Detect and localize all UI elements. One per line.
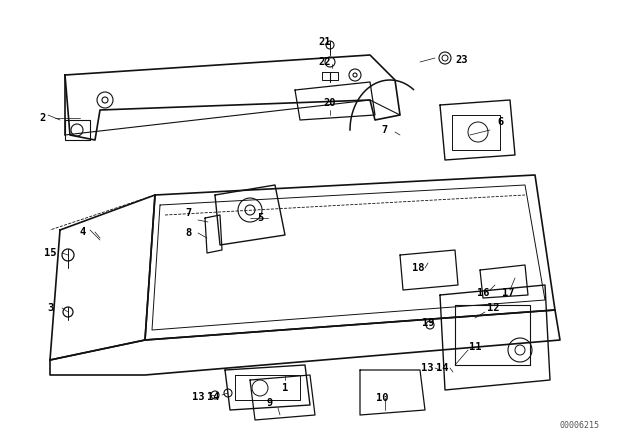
Text: 18: 18 — [412, 263, 424, 273]
Text: 1: 1 — [282, 383, 288, 393]
Text: 10: 10 — [376, 393, 388, 403]
Text: 9: 9 — [267, 398, 273, 408]
Text: 13: 13 — [420, 363, 433, 373]
Text: 14: 14 — [207, 392, 220, 402]
Text: 15: 15 — [44, 248, 56, 258]
Text: 7: 7 — [185, 208, 191, 218]
Text: 7: 7 — [382, 125, 388, 135]
Text: 4: 4 — [80, 227, 86, 237]
Text: 00006215: 00006215 — [560, 421, 600, 430]
Text: 23: 23 — [456, 55, 468, 65]
Text: 3: 3 — [47, 303, 53, 313]
Text: 5: 5 — [257, 213, 263, 223]
Text: 19: 19 — [422, 318, 435, 328]
Text: 21: 21 — [319, 37, 332, 47]
Text: 12: 12 — [487, 303, 499, 313]
Text: 16: 16 — [477, 288, 489, 298]
Text: 8: 8 — [185, 228, 191, 238]
Text: 22: 22 — [319, 57, 332, 67]
Text: 17: 17 — [502, 288, 515, 298]
Text: 20: 20 — [324, 98, 336, 108]
Text: 14: 14 — [436, 363, 448, 373]
Text: 6: 6 — [497, 117, 503, 127]
Text: 11: 11 — [468, 342, 481, 352]
Text: 2: 2 — [39, 113, 45, 123]
Text: 13: 13 — [192, 392, 204, 402]
